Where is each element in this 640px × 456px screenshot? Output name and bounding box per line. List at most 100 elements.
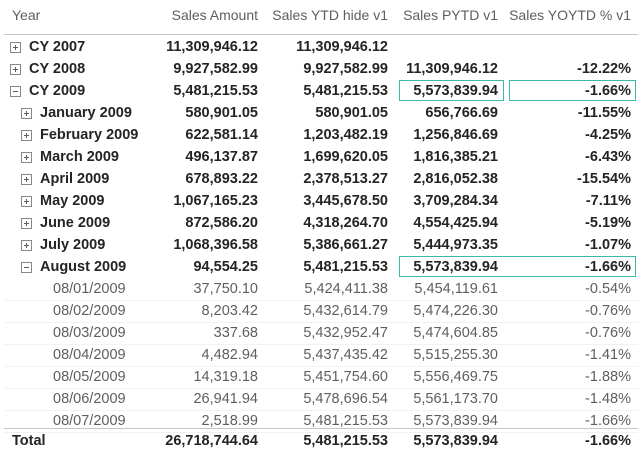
day-row: 08/02/2009 8,203.42 5,432,614.79 5,474,226.… xyxy=(0,301,640,323)
row-label: April 2009 xyxy=(40,171,110,187)
row-label: 08/04/2009 xyxy=(53,347,126,363)
month-row: August 2009 94,554.25 5,481,215.53 5,573,83… xyxy=(0,257,640,279)
cell-sales-amount: 2,518.99 xyxy=(201,413,258,429)
year-row: CY 2007 11,309,946.12 11,309,946.12 xyxy=(0,37,640,59)
year-row: CY 2009 5,481,215.53 5,481,215.53 5,573,839… xyxy=(0,81,640,103)
expand-plus-icon[interactable] xyxy=(21,174,32,185)
cell-sales-amount: 8,203.42 xyxy=(201,303,258,319)
cell-sales-ytd: 5,432,952.47 xyxy=(303,325,388,341)
cell-sales-pytd: 5,444,973.35 xyxy=(413,237,498,253)
row-label: 08/05/2009 xyxy=(53,369,126,385)
cell-sales-ytd: 11,309,946.12 xyxy=(296,39,388,55)
row-divider xyxy=(4,388,638,389)
row-label: 08/07/2009 xyxy=(53,413,126,429)
cell-sales-amount: 26,941.94 xyxy=(193,391,258,407)
expand-plus-icon[interactable] xyxy=(21,196,32,207)
expand-plus-icon[interactable] xyxy=(10,64,21,75)
row-label: CY 2009 xyxy=(29,83,86,99)
header-sales-yoytd[interactable]: Sales YOYTD % v1 xyxy=(509,7,631,23)
cell-sales-amount: 337.68 xyxy=(213,325,258,341)
expand-plus-icon[interactable] xyxy=(21,218,32,229)
cell-sales-ytd: 2,378,513.27 xyxy=(303,171,388,187)
cell-sales-amount: 496,137.87 xyxy=(185,149,258,165)
cell-sales-ytd: 4,318,264.70 xyxy=(303,215,388,231)
expand-plus-icon[interactable] xyxy=(21,152,32,163)
total-sales-amount: 26,718,744.64 xyxy=(165,433,258,449)
total-divider xyxy=(4,428,638,429)
cell-sales-amount: 94,554.25 xyxy=(193,259,258,275)
row-label: January 2009 xyxy=(40,105,132,121)
cell-sales-ytd: 5,437,435.42 xyxy=(303,347,388,363)
cell-sales-yoytd: -6.43% xyxy=(585,149,631,165)
cell-sales-yoytd: -4.25% xyxy=(585,127,631,143)
month-row: March 2009 496,137.87 1,699,620.05 1,816,38… xyxy=(0,147,640,169)
cell-sales-yoytd: -1.66% xyxy=(585,413,631,429)
cell-sales-yoytd: -1.48% xyxy=(585,391,631,407)
row-label: CY 2007 xyxy=(29,39,86,55)
cell-sales-amount: 1,067,165.23 xyxy=(173,193,258,209)
cell-sales-ytd: 5,481,215.53 xyxy=(303,259,388,275)
collapse-minus-icon[interactable] xyxy=(10,86,21,97)
cell-sales-ytd: 3,445,678.50 xyxy=(303,193,388,209)
cell-sales-pytd: 4,554,425.94 xyxy=(413,215,498,231)
month-row: July 2009 1,068,396.58 5,386,661.27 5,444,9… xyxy=(0,235,640,257)
cell-sales-amount: 580,901.05 xyxy=(185,105,258,121)
cell-sales-pytd: 5,561,173.70 xyxy=(413,391,498,407)
row-label: 08/03/2009 xyxy=(53,325,126,341)
cell-sales-yoytd: -7.11% xyxy=(585,193,631,209)
cell-sales-yoytd: -11.55% xyxy=(577,105,631,121)
row-label: June 2009 xyxy=(40,215,111,231)
matrix-header-row: Year Sales Amount Sales YTD hide v1 Sale… xyxy=(0,0,640,32)
expand-plus-icon[interactable] xyxy=(21,240,32,251)
collapse-minus-icon[interactable] xyxy=(21,262,32,273)
cell-sales-ytd: 5,432,614.79 xyxy=(303,303,388,319)
cell-sales-ytd: 5,481,215.53 xyxy=(303,413,388,429)
cell-sales-ytd: 5,478,696.54 xyxy=(303,391,388,407)
cell-sales-ytd: 1,203,482.19 xyxy=(303,127,388,143)
cell-sales-ytd: 1,699,620.05 xyxy=(303,149,388,165)
cell-sales-amount: 622,581.14 xyxy=(185,127,258,143)
cell-sales-ytd: 5,451,754.60 xyxy=(303,369,388,385)
day-row: 08/01/2009 37,750.10 5,424,411.38 5,454,119… xyxy=(0,279,640,301)
expand-plus-icon[interactable] xyxy=(10,42,21,53)
cell-sales-pytd: 5,474,604.85 xyxy=(413,325,498,341)
expand-plus-icon[interactable] xyxy=(21,130,32,141)
cell-sales-yoytd: -12.22% xyxy=(576,61,631,77)
cell-sales-pytd: 5,454,119.61 xyxy=(414,281,498,297)
header-year[interactable]: Year xyxy=(12,7,41,23)
cell-sales-pytd: 656,766.69 xyxy=(425,105,498,121)
cell-sales-amount: 37,750.10 xyxy=(193,281,258,297)
cell-sales-amount: 14,319.18 xyxy=(193,369,258,385)
day-row: 08/06/2009 26,941.94 5,478,696.54 5,561,173… xyxy=(0,389,640,411)
day-row: 08/05/2009 14,319.18 5,451,754.60 5,556,469… xyxy=(0,367,640,389)
total-sales-yoytd: -1.66% xyxy=(585,433,631,449)
row-label: 08/02/2009 xyxy=(53,303,126,319)
row-divider xyxy=(4,410,638,411)
cell-sales-yoytd: -1.66% xyxy=(585,83,631,99)
cell-sales-ytd: 5,481,215.53 xyxy=(303,83,388,99)
month-row: May 2009 1,067,165.23 3,445,678.50 3,709,28… xyxy=(0,191,640,213)
month-row: April 2009 678,893.22 2,378,513.27 2,816,05… xyxy=(0,169,640,191)
cell-sales-amount: 11,309,946.12 xyxy=(166,39,258,55)
cell-sales-amount: 872,586.20 xyxy=(185,215,258,231)
cell-sales-pytd: 11,309,946.12 xyxy=(406,61,498,77)
year-row: CY 2008 9,927,582.99 9,927,582.99 11,309,94… xyxy=(0,59,640,81)
header-sales-ytd[interactable]: Sales YTD hide v1 xyxy=(272,7,388,23)
header-sales-amount[interactable]: Sales Amount xyxy=(171,7,258,23)
cell-sales-pytd: 5,474,226.30 xyxy=(413,303,498,319)
cell-sales-pytd: 3,709,284.34 xyxy=(413,193,498,209)
total-row: Total 26,718,744.64 5,481,215.53 5,573,8… xyxy=(0,431,640,453)
header-divider xyxy=(4,34,638,35)
cell-sales-ytd: 5,386,661.27 xyxy=(303,237,388,253)
total-label: Total xyxy=(12,433,46,449)
expand-plus-icon[interactable] xyxy=(21,108,32,119)
cell-sales-yoytd: -0.76% xyxy=(585,325,631,341)
month-row: January 2009 580,901.05 580,901.05 656,766.… xyxy=(0,103,640,125)
cell-sales-pytd: 1,256,846.69 xyxy=(413,127,498,143)
cell-sales-amount: 1,068,396.58 xyxy=(173,237,258,253)
day-row: 08/07/2009 2,518.99 5,481,215.53 5,573,839.… xyxy=(0,411,640,433)
cell-sales-pytd: 5,573,839.94 xyxy=(413,259,498,275)
cell-sales-yoytd: -5.19% xyxy=(585,215,631,231)
row-divider xyxy=(4,432,638,433)
header-sales-pytd[interactable]: Sales PYTD v1 xyxy=(403,7,498,23)
